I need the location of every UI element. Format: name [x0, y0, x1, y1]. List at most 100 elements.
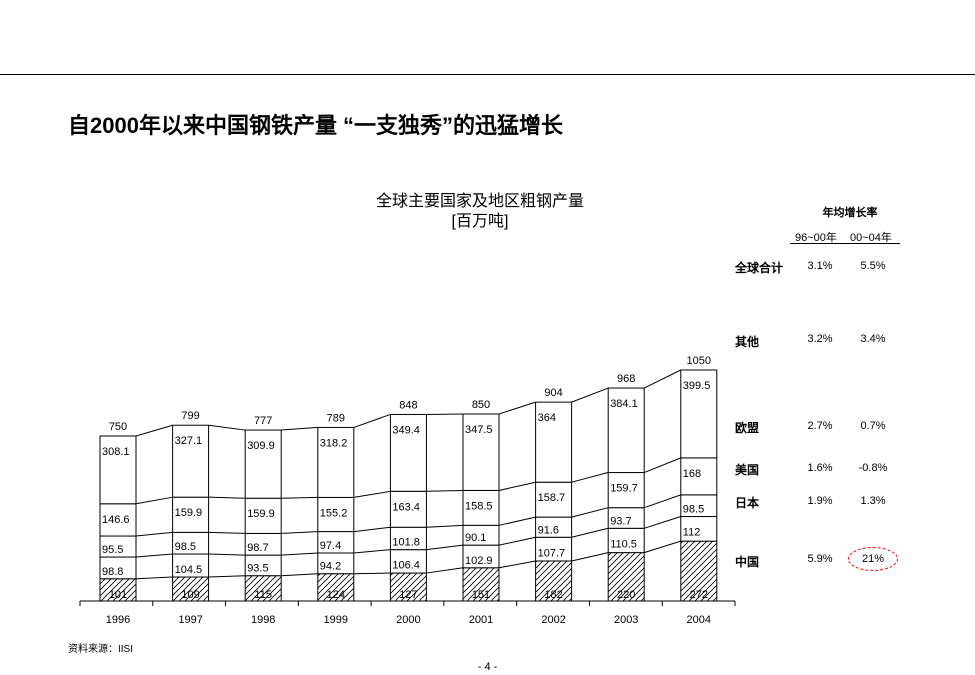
- connector-line: [498, 401, 536, 415]
- total-label: 789: [327, 412, 345, 424]
- connector-line: [498, 481, 536, 491]
- data-label: 93.5: [247, 563, 268, 575]
- data-label: 151: [472, 589, 490, 601]
- x-tick-label: 1999: [324, 614, 348, 626]
- data-label: 155.2: [320, 507, 348, 519]
- data-label: 158.7: [538, 492, 566, 504]
- data-label: 107.7: [538, 547, 566, 559]
- connector-line: [644, 457, 681, 474]
- bar-segment-1998-s4: [244, 429, 282, 499]
- data-label: 110.5: [610, 538, 637, 550]
- connector-line: [353, 413, 391, 428]
- data-label: 109: [181, 589, 199, 601]
- bar-segment-1997-s4: [172, 424, 210, 498]
- growth-header-rule: [790, 243, 900, 244]
- total-label: 1050: [687, 355, 711, 367]
- connector-line: [135, 496, 173, 505]
- growth-eu-00-04: 0.7%: [860, 420, 886, 432]
- connector-line: [353, 572, 391, 575]
- growth-world-00-04: 5.5%: [860, 260, 886, 272]
- connector-line: [135, 424, 173, 437]
- connector-line: [353, 549, 391, 554]
- x-tick-label: 2001: [469, 614, 493, 626]
- connector-line: [353, 526, 391, 533]
- x-tick-label: 2002: [541, 614, 565, 626]
- x-tick-label: 2003: [614, 614, 638, 626]
- row-label-us: 美国: [735, 463, 760, 477]
- growth-japan-00-04: 1.3%: [860, 495, 886, 507]
- data-label: 127: [399, 589, 417, 601]
- connector-line: [135, 531, 173, 537]
- data-label: 115: [254, 589, 272, 601]
- row-label-world: 全球合计: [735, 261, 784, 275]
- connector-line: [426, 524, 464, 528]
- bar-segment-1996-s4: [99, 435, 137, 505]
- bar-segment-2003-s3: [607, 472, 645, 509]
- connector-line: [135, 553, 173, 558]
- row-label-china: 中国: [735, 555, 760, 569]
- bar-segment-2000-s3: [389, 490, 427, 528]
- bar-segment-1998-s0: [244, 575, 282, 602]
- connector-line: [644, 540, 681, 554]
- data-label: 101: [109, 589, 127, 601]
- connector-line: [135, 576, 173, 580]
- bar-segment-2003-s4: [607, 387, 645, 474]
- total-label: 777: [254, 415, 272, 427]
- connector-line: [571, 507, 609, 518]
- data-label: 158.5: [465, 500, 493, 512]
- data-label: 97.4: [320, 540, 341, 552]
- connector-line: [208, 496, 246, 499]
- highlight-circle: [848, 547, 898, 571]
- growth-eu-96-00: 2.7%: [807, 420, 833, 432]
- data-label: 159.7: [610, 483, 638, 495]
- bar-segment-1998-s3: [244, 497, 282, 534]
- connector-line: [644, 494, 681, 509]
- total-label: 848: [399, 399, 417, 411]
- row-label-japan: 日本: [735, 496, 760, 510]
- data-label: 95.5: [102, 544, 123, 556]
- page-title: 自2000年以来中国钢铁产量 “一支独秀”的迅猛增长: [68, 113, 564, 138]
- data-label: 159.9: [247, 508, 275, 520]
- bar-segment-2000-s0: [389, 572, 427, 602]
- growth-others-00-04: 3.4%: [860, 333, 886, 345]
- data-label: 220: [617, 589, 635, 601]
- data-label: 98.5: [175, 541, 196, 553]
- data-label: 399.5: [683, 380, 711, 392]
- data-label: 349.4: [392, 424, 420, 436]
- total-label: 850: [472, 399, 490, 411]
- total-label: 750: [109, 421, 127, 433]
- data-label: 309.9: [247, 440, 275, 452]
- x-tick-label: 2004: [687, 614, 711, 626]
- bar-segment-2004-s1: [680, 516, 718, 542]
- data-label: 364: [538, 412, 556, 424]
- connector-line: [208, 531, 246, 534]
- connector-line: [571, 527, 609, 538]
- connector-line: [281, 531, 318, 534]
- row-label-others: 其他: [735, 335, 760, 349]
- bar-segment-2004-s4: [680, 369, 718, 459]
- bar-segment-2002-s3: [535, 481, 573, 518]
- bar-segment-2001-s3: [462, 489, 500, 526]
- data-label: 98.7: [247, 542, 268, 554]
- growth-rate-header: 年均增长率: [822, 207, 878, 219]
- source-note: 资料来源：IISI: [68, 644, 134, 655]
- connector-line: [208, 424, 246, 431]
- data-label: 102.9: [465, 555, 493, 567]
- connector-line: [643, 369, 682, 389]
- connector-line: [208, 553, 246, 556]
- data-label: 159.9: [175, 507, 203, 519]
- data-label: 93.7: [610, 515, 631, 527]
- chart-unit: [百万吨]: [451, 213, 509, 230]
- data-label: 308.1: [102, 446, 130, 458]
- data-label: 104.5: [175, 564, 203, 576]
- growth-col-96-00: 96~00年: [795, 232, 837, 244]
- data-label: 272: [690, 589, 708, 601]
- growth-china-96-00: 5.9%: [807, 553, 833, 565]
- connector-line: [353, 490, 391, 498]
- page-number: - 4 -: [477, 661, 498, 673]
- data-label: 327.1: [175, 435, 203, 447]
- connector-line: [644, 516, 681, 529]
- header-rule: [0, 74, 975, 75]
- row-label-eu: 欧盟: [735, 421, 760, 435]
